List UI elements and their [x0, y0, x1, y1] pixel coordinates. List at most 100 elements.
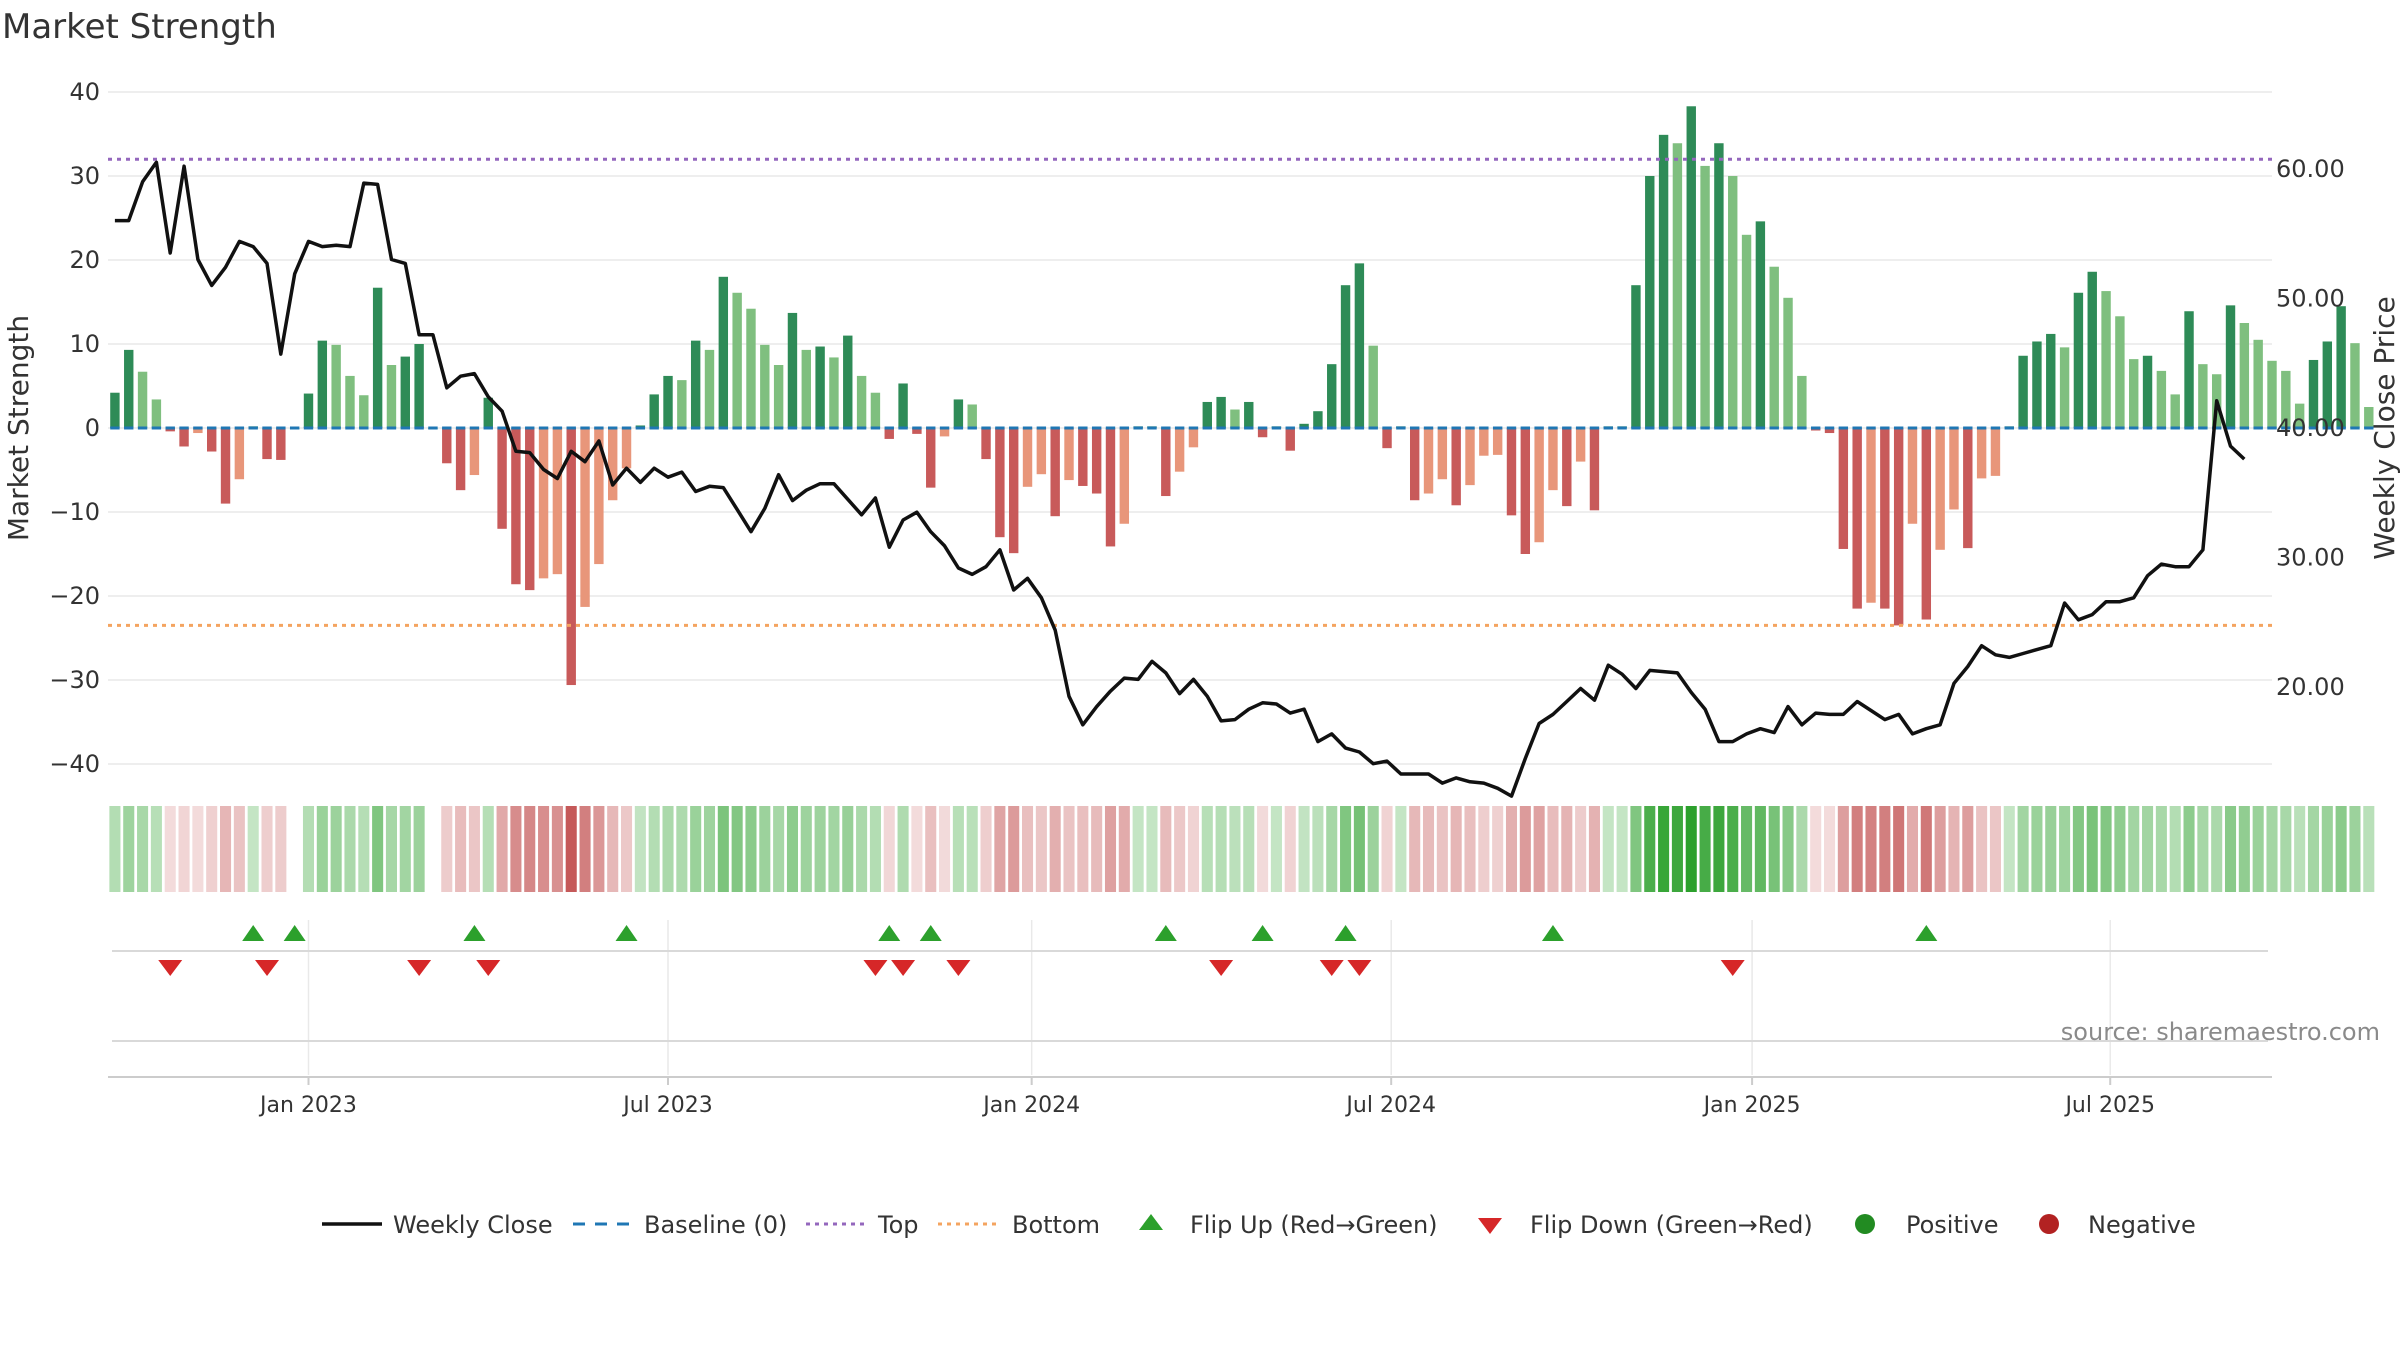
positive-dot-icon [1855, 1214, 1875, 1234]
regime-cell [316, 806, 328, 892]
regime-cell [773, 806, 785, 892]
flip-down-marker [255, 960, 280, 976]
strength-bar [1990, 428, 2001, 476]
strength-bar [317, 340, 328, 428]
legend-label-baseline: Baseline (0) [644, 1211, 787, 1239]
regime-cell [1810, 806, 1822, 892]
regime-cell [1409, 806, 1421, 892]
strength-bar [608, 428, 618, 501]
strength-bar [2156, 370, 2167, 428]
strength-bar [2350, 343, 2360, 428]
flip-down-marker [1720, 960, 1745, 976]
regime-cell [634, 806, 646, 892]
regime-cell [275, 806, 287, 892]
strength-bar [220, 428, 231, 504]
flip-up-marker [1154, 925, 1177, 941]
regime-cell [1630, 806, 1642, 892]
strength-bar [469, 428, 480, 476]
flip-up-icon [1139, 1214, 1163, 1230]
strength-bar [359, 395, 369, 428]
strength-bar [1589, 428, 1600, 511]
strength-bar [2225, 305, 2236, 428]
strength-bar [137, 371, 148, 428]
strength-bar [525, 428, 535, 591]
regime-cell [620, 806, 633, 892]
regime-cell [2280, 806, 2292, 892]
flip-up-marker [878, 925, 901, 941]
regime-cell [759, 806, 771, 892]
regime-cell [1146, 806, 1158, 892]
strength-bar [455, 428, 466, 491]
regime-cell [399, 806, 411, 892]
flip-down-marker [863, 960, 888, 976]
regime-cell [123, 806, 135, 892]
regime-cell [2045, 806, 2057, 892]
strength-bar [2308, 359, 2319, 428]
strength-bar [124, 349, 134, 428]
strength-bar [1188, 428, 1199, 448]
strength-bar [1285, 428, 1295, 451]
strength-bar [884, 428, 894, 439]
strength-bar [511, 428, 521, 585]
strength-bar [1299, 423, 1309, 428]
strength-bar [2281, 370, 2291, 428]
regime-cell [1326, 806, 1338, 892]
regime-cell [1132, 806, 1144, 892]
strength-bar [2253, 339, 2263, 428]
flip-down-marker [946, 960, 971, 976]
regime-cell [192, 806, 204, 892]
regime-cell [676, 806, 688, 892]
regime-cell [2017, 806, 2029, 892]
strength-bar [1064, 428, 1074, 481]
regime-cell [1547, 806, 1559, 892]
strength-bar [2184, 311, 2194, 428]
regime-cell [579, 806, 591, 892]
y-axis-right-ticks: 60.00 50.00 40.00 30.00 20.00 [2276, 155, 2345, 701]
legend-label-weekly-close: Weekly Close [393, 1211, 553, 1239]
strength-bar [1036, 428, 1047, 475]
regime-cell [939, 806, 951, 892]
strength-bar [1631, 285, 1641, 428]
regime-cell [385, 806, 397, 892]
strength-bar [1852, 428, 1862, 609]
strength-bar [732, 292, 742, 428]
y-tick-left-label: 40 [69, 78, 100, 106]
regime-cell [1727, 806, 1739, 892]
regime-cell [1976, 806, 1988, 892]
strength-bar [1714, 143, 1724, 429]
regime-cell [220, 806, 232, 892]
strength-bar [843, 335, 853, 428]
strength-bar [580, 428, 590, 607]
strength-bar [1949, 428, 1959, 510]
strength-bar [538, 428, 549, 579]
regime-cell [1229, 806, 1241, 892]
regime-cell [1492, 806, 1504, 892]
strength-bar [649, 394, 659, 428]
y-tick-right-label: 60.00 [2276, 155, 2345, 183]
regime-cell [2128, 806, 2140, 892]
strength-bar [2198, 364, 2208, 428]
strength-bar [414, 344, 424, 428]
regime-cell [247, 806, 259, 892]
regime-cell [441, 806, 453, 892]
regime-cell [1533, 806, 1545, 892]
strength-bar [2239, 323, 2250, 428]
regime-cell [1270, 806, 1282, 892]
regime-cell [1906, 806, 1919, 892]
strength-bar [1202, 401, 1212, 428]
regime-cell [648, 806, 660, 892]
regime-cell [1575, 806, 1587, 892]
strength-bar [151, 399, 162, 428]
regime-cell [1879, 806, 1891, 892]
flip-up-marker [283, 925, 306, 941]
strength-bar [870, 392, 881, 428]
strength-bar [967, 404, 977, 428]
strength-bar [2073, 292, 2084, 428]
regime-cell [662, 806, 674, 892]
flip-up-marker [463, 925, 486, 941]
y-tick-left-label: −10 [49, 498, 100, 526]
strength-bar [815, 346, 825, 428]
chart-title: Market Strength [2, 7, 277, 47]
regime-cell [1948, 806, 1960, 892]
flip-down-icon [1478, 1218, 1502, 1234]
